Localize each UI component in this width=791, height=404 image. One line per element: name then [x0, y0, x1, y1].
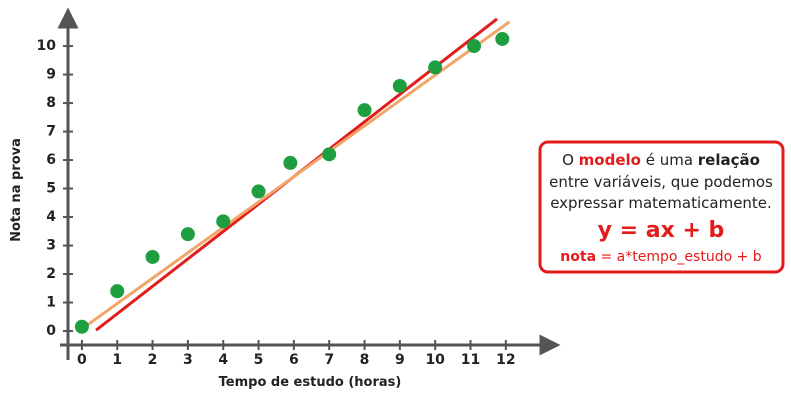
x-axis-label: Tempo de estudo (horas) — [219, 375, 402, 390]
data-point — [322, 147, 337, 162]
annotation-box — [538, 140, 785, 274]
x-tick-label: 4 — [218, 352, 228, 368]
data-point — [467, 39, 482, 54]
y-tick-label: 7 — [46, 124, 56, 140]
data-point — [283, 155, 298, 170]
data-point — [74, 319, 89, 334]
y-tick-label: 0 — [46, 323, 56, 339]
y-tick-label: 9 — [46, 67, 56, 83]
y-axis-label: Nota na prova — [9, 138, 24, 242]
y-tick-label: 6 — [46, 152, 56, 168]
annotation-line: O modelo é uma relação — [562, 151, 760, 169]
x-tick-label: 12 — [496, 352, 515, 368]
x-tick-label: 7 — [324, 352, 334, 368]
text: nota — [560, 249, 596, 265]
x-tick-label: 10 — [425, 352, 445, 368]
y-tick-label: 4 — [46, 209, 56, 225]
data-point — [145, 249, 160, 264]
text: relação — [698, 151, 760, 169]
x-tick-label: 2 — [148, 352, 158, 368]
data-point — [428, 60, 443, 75]
fit-line — [79, 20, 511, 332]
annotation-line: entre variáveis, que podemos — [549, 173, 773, 191]
y-tick-label: 3 — [46, 238, 56, 254]
annotation: O modelo é uma relação entre variáveis, … — [538, 140, 785, 274]
x-tick-label: 1 — [112, 352, 122, 368]
data-point — [110, 284, 125, 299]
data-point — [357, 103, 372, 118]
y-tick-label: 8 — [46, 95, 56, 111]
data-point — [251, 184, 266, 199]
text: modelo — [579, 151, 641, 169]
text: O — [562, 151, 579, 169]
x-tick-label: 0 — [77, 352, 87, 368]
data-point — [180, 227, 195, 242]
x-tick-label: 8 — [360, 352, 370, 368]
text: é uma — [641, 151, 698, 169]
x-tick-label: 5 — [254, 352, 264, 368]
data-point — [392, 78, 407, 93]
x-tick-label: 9 — [395, 352, 405, 368]
y-tick-label: 5 — [46, 181, 56, 197]
x-tick-label: 3 — [183, 352, 193, 368]
y-tick-label: 1 — [46, 295, 56, 311]
annotation-line: nota = a*tempo_estudo + b — [560, 249, 761, 265]
y-tick-label: 10 — [37, 38, 57, 54]
text: = a*tempo_estudo + b — [596, 249, 762, 265]
formula: y = ax + b — [598, 218, 725, 243]
data-point — [216, 214, 231, 229]
x-tick-label: 6 — [289, 352, 299, 368]
x-tick-label: 11 — [461, 352, 480, 368]
data-point — [495, 31, 510, 46]
annotation-line: expressar matematicamente. — [550, 194, 772, 212]
y-tick-label: 2 — [46, 266, 56, 282]
